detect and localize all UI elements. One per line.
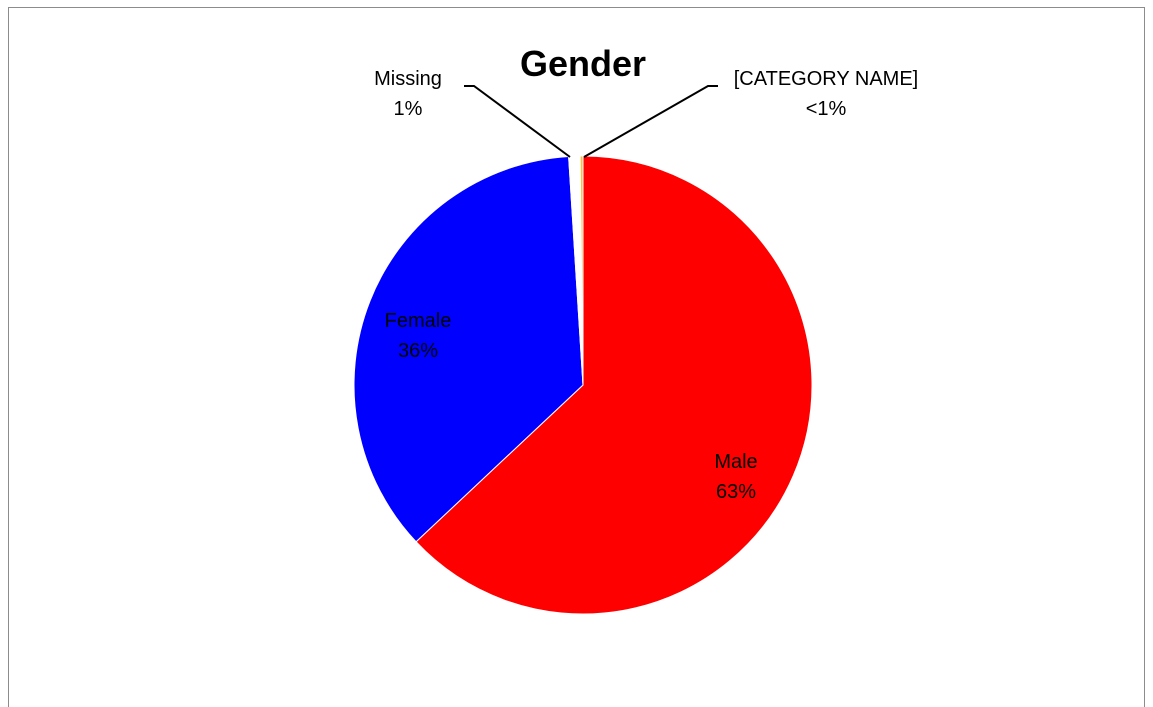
leader-line-missing	[464, 85, 571, 158]
data-label-missing: Missing 1%	[374, 68, 442, 120]
pie-chart: Gender Male 63% Female 36% Missing 1% [CATEGOR…	[353, 43, 918, 615]
chart-title: Gender	[520, 43, 646, 84]
data-label-category-name: [CATEGORY NAME] <1%	[734, 68, 918, 120]
pie-slice-female	[353, 155, 584, 543]
pie-slice-category-name	[579, 155, 584, 386]
leader-line-category-name	[583, 85, 718, 158]
data-label-female: Female 36%	[385, 310, 452, 362]
data-label-male: Male 63%	[714, 451, 757, 503]
pie-slice-male	[415, 155, 813, 615]
